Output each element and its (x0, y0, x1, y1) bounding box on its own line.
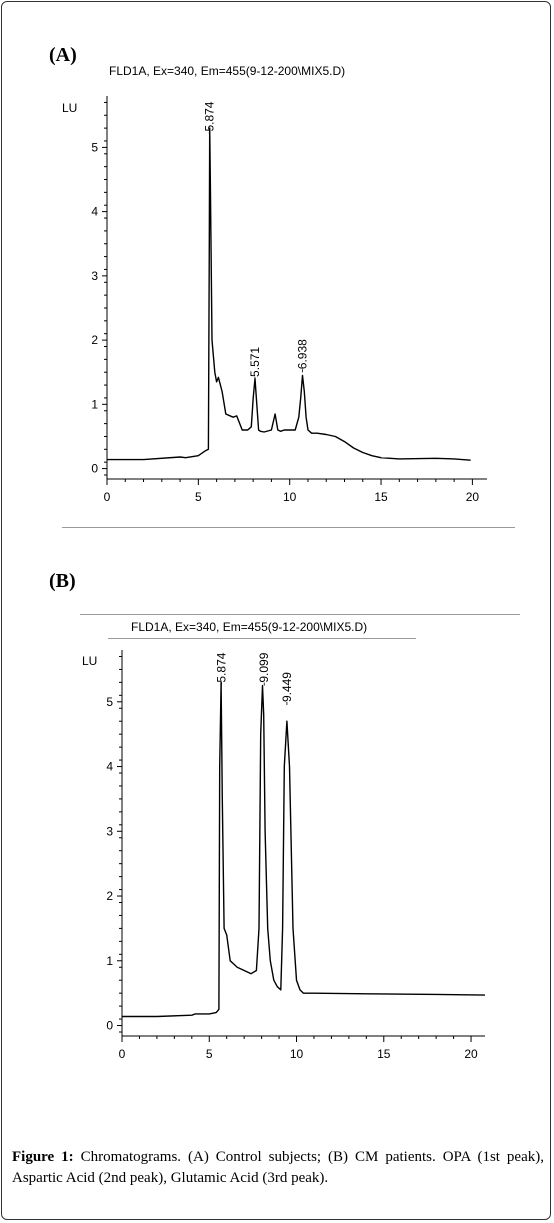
chart-b-y-tick-label: 5 (106, 695, 113, 709)
chart-a-trace-0 (107, 127, 471, 461)
chart-a-y-tick-label: 1 (91, 397, 98, 411)
chromatogram-a: 0 1 2 3 4 5 0 5 10 15 20 5.874 5.571 6.938 (91, 96, 487, 504)
chart-b-x-tick-label: 20 (464, 1047, 478, 1061)
chart-b-y-tick-label: 0 (106, 1019, 113, 1033)
chart-b-x-tick-label: 15 (377, 1047, 391, 1061)
chart-a-y-tick-label: 5 (91, 140, 98, 154)
caption-lead: Figure 1: (12, 1149, 74, 1165)
caption-text: Chromatograms. (A) Control subjects; (B)… (12, 1149, 544, 1186)
chart-b-peak-label: 9.099 (257, 652, 271, 682)
chart-b-y-tick-label: 4 (106, 760, 113, 774)
panel-b-title: FLD1A, Ex=340, Em=455(9-12-200\MIX5.D) (131, 620, 368, 634)
chart-a-peak-label: 6.938 (295, 339, 309, 369)
chart-a-y-tick-label: 2 (91, 333, 98, 347)
panel-a-label: (A) (49, 44, 77, 66)
chart-b-x-tick-label: 5 (206, 1047, 213, 1061)
panel-a-y-unit: LU (62, 101, 78, 115)
chart-a-x-tick-label: 5 (195, 490, 202, 504)
chart-a-x-tick-label: 20 (466, 490, 480, 504)
chart-a-x-tick-label: 10 (283, 490, 297, 504)
chart-b-x-tick-label: 10 (290, 1047, 304, 1061)
panel-a-title: FLD1A, Ex=340, Em=455(9-12-200\MIX5.D) (109, 64, 346, 78)
chart-b-peak-label: 9.449 (280, 672, 294, 702)
panel-b-title-rule (108, 638, 416, 639)
chart-b-x-tick-label: 0 (119, 1047, 126, 1061)
chart-a-y-tick-label: 0 (91, 462, 98, 476)
chromatogram-b: 0 1 2 3 4 5 0 5 10 15 20 5.874 9.099 9.449 (106, 650, 486, 1061)
chart-a-peak-label: 5.571 (248, 347, 262, 377)
figure-caption: Figure 1: Chromatograms. (A) Control sub… (12, 1147, 544, 1189)
chart-b-trace-0 (122, 681, 486, 1018)
chart-b-peak-label: 5.874 (214, 652, 228, 682)
panel-a-divider (62, 527, 515, 528)
chart-a-x-tick-label: 15 (374, 490, 388, 504)
panel-b-top-rule (80, 614, 520, 615)
chart-b-y-tick-label: 3 (106, 824, 113, 838)
chart-a-x-tick-label: 0 (104, 490, 111, 504)
chart-b-y-tick-label: 1 (106, 954, 113, 968)
chart-a-y-tick-label: 3 (91, 269, 98, 283)
panel-b-label: (B) (49, 570, 76, 592)
chart-a-y-tick-label: 4 (91, 205, 98, 219)
chart-a-peak-label: 5.874 (202, 101, 216, 131)
panel-b-y-unit: LU (82, 654, 98, 668)
chart-b-y-tick-label: 2 (106, 889, 113, 903)
